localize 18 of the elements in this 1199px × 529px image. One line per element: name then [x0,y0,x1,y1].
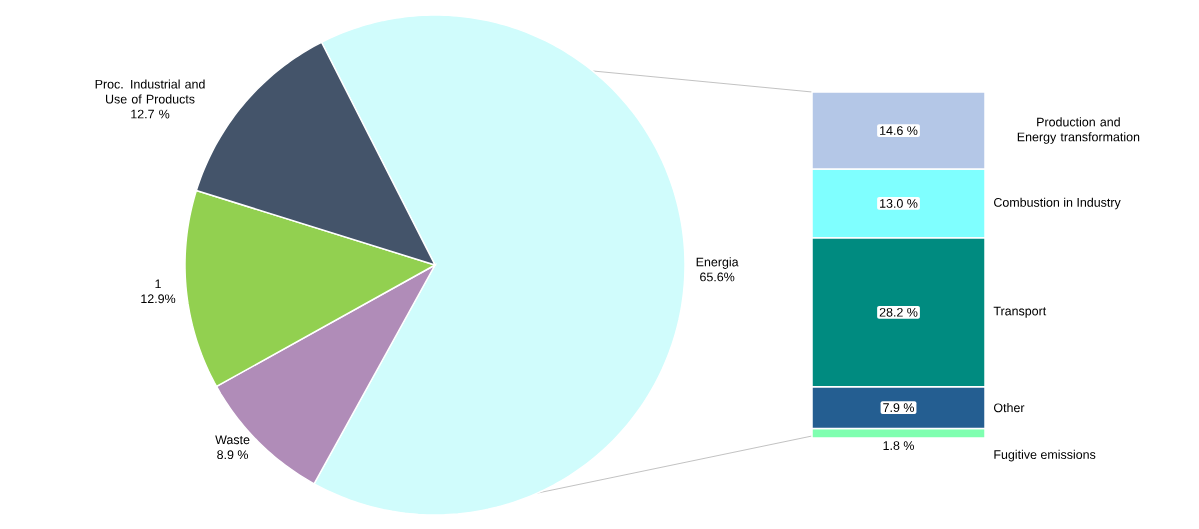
slice-label: Energia [696,257,739,269]
slice-label: Proc. Industrial and Use of Products [95,79,205,104]
data-label: 1.8 % [883,441,914,451]
data-label: 12.9% [141,294,176,304]
data-label: 8.9 % [217,450,249,460]
series-label: Fugitive emissions [994,449,1096,462]
slice-label: Waste [215,435,250,445]
data-label: 28.2 % [879,307,918,317]
slice-label: 1 [155,279,161,289]
series-label: Other [993,403,1025,413]
data-label: 12.7 % [131,109,170,119]
data-label: 7.9 % [883,403,914,413]
data-label: 14.6 % [880,126,918,135]
data-label: 65.6% [700,272,735,282]
data-label: 13.0 % [880,199,918,208]
series-label: Combustion in Industry [994,197,1121,210]
text: Production and Energy transformation [1017,117,1140,144]
series-label: Transport [993,306,1047,318]
